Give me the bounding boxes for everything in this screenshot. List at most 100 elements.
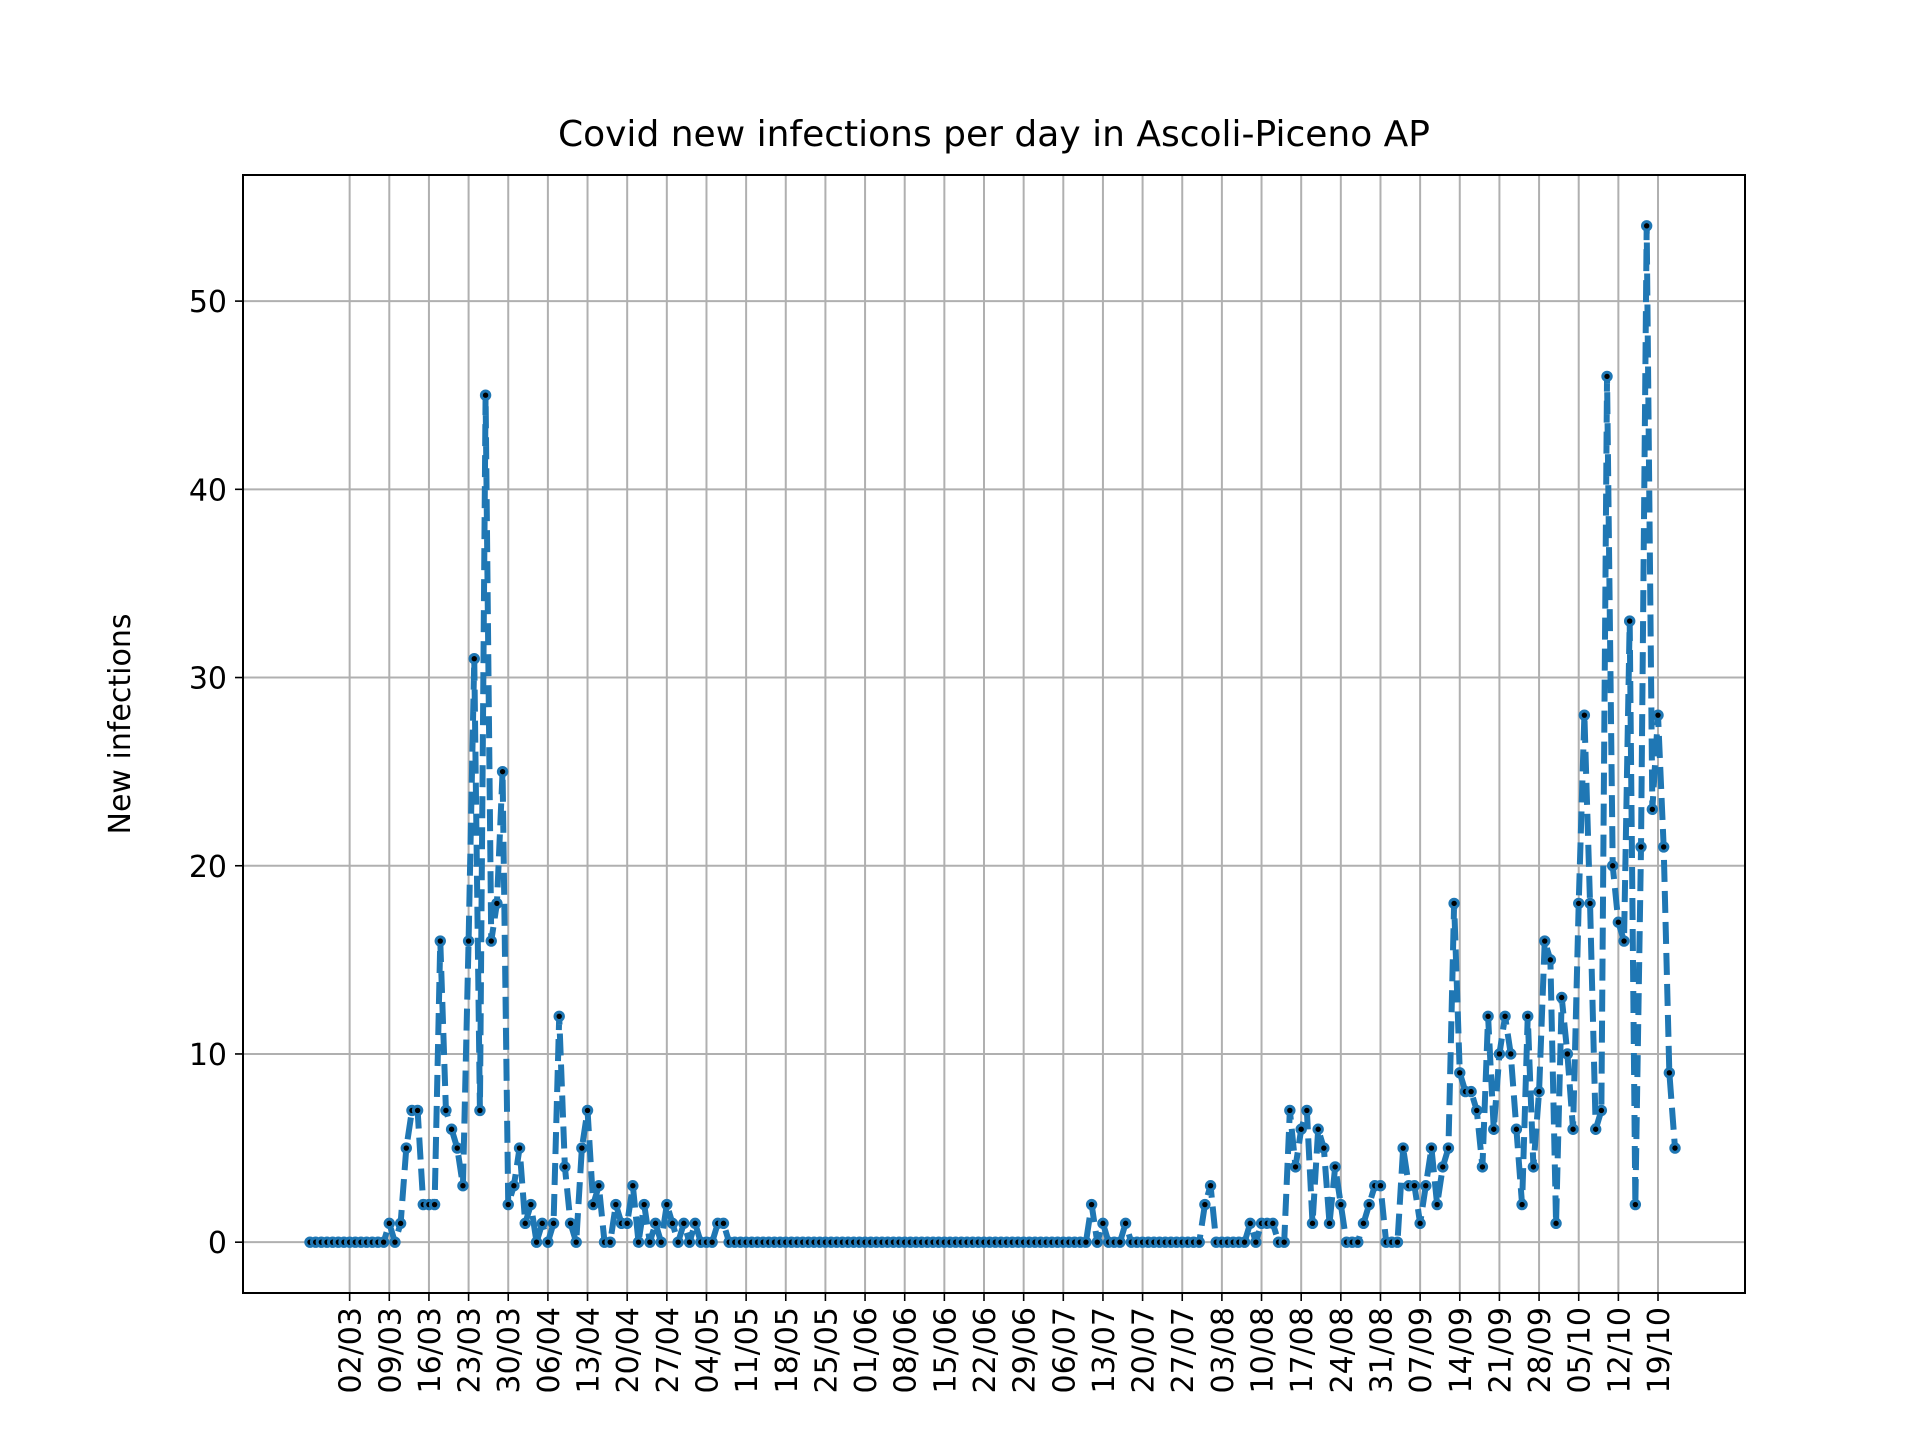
x-tick-label: 06/04 [532,1307,567,1393]
data-point [1442,1142,1455,1154]
data-point [1306,1217,1319,1230]
data-point [1556,991,1568,1004]
data-point [1199,1198,1211,1211]
data-point [1448,897,1460,910]
data-point [1550,1217,1562,1230]
data-point [678,1217,690,1230]
data-point [1573,897,1585,910]
data-point [513,1142,526,1154]
data-point [502,1198,514,1211]
data-point [604,1236,616,1248]
data-point [1420,1180,1432,1192]
data-point [1114,1236,1126,1248]
x-tick-label: 25/05 [809,1307,844,1393]
data-point [1414,1217,1426,1230]
data-point [1323,1217,1336,1230]
data-point [1119,1217,1132,1230]
x-tick-label: 02/03 [334,1307,369,1393]
data-point [587,1198,599,1211]
data-point [1612,916,1625,928]
x-tick-label: 08/06 [889,1307,924,1393]
data-point [1669,1142,1681,1154]
data-points [304,220,1681,1248]
data-point [1267,1217,1279,1230]
data-point [1425,1142,1438,1154]
data-point [462,935,475,947]
data-point [1278,1236,1290,1248]
data-point [570,1236,582,1248]
data-point [1561,1048,1574,1060]
x-tick-label: 15/06 [928,1307,963,1393]
data-point [1437,1161,1449,1173]
data-point [1640,220,1653,232]
data-point [445,1123,458,1135]
data-point [1465,1085,1477,1098]
data-point [1567,1123,1579,1135]
data-point [1397,1142,1409,1154]
data-point [1544,954,1557,966]
data-point [1482,1010,1494,1023]
data-point [1516,1198,1528,1211]
data-point [1510,1123,1523,1135]
data-point [525,1198,537,1211]
data-point [655,1236,667,1248]
data-point [610,1198,622,1211]
x-tick-label: 20/04 [611,1307,646,1393]
data-point [474,1104,486,1117]
x-tick-label: 27/07 [1166,1307,1201,1393]
x-tick-label: 13/04 [572,1307,607,1393]
y-tick-label: 10 [189,1038,227,1073]
data-point [661,1198,673,1211]
data-point [428,1198,441,1211]
data-point [1318,1142,1330,1154]
data-point [1391,1236,1404,1248]
data-point [1618,935,1630,947]
plot-frame [242,174,1746,1294]
grid-lines [243,175,1745,1293]
x-tick-label: 07/09 [1404,1307,1439,1393]
data-point [1499,1010,1511,1023]
x-tick-label: 24/08 [1325,1307,1360,1393]
data-point [536,1217,548,1230]
data-point [547,1217,560,1230]
data-point [1193,1236,1205,1248]
data-point [1493,1048,1506,1060]
x-tick-label: 21/09 [1483,1307,1518,1393]
data-point [1539,935,1551,947]
data-point [1595,1104,1608,1117]
x-tick-label: 29/06 [1008,1307,1043,1393]
data-point [1533,1085,1545,1098]
data-point [717,1217,730,1230]
data-point [1471,1104,1483,1117]
data-point [1357,1217,1370,1230]
data-point [1080,1236,1092,1248]
y-tick-label: 20 [189,850,227,885]
x-tick-label: 06/07 [1047,1307,1082,1393]
data-point [1244,1217,1256,1230]
data-point [1352,1236,1364,1248]
data-point [1584,897,1596,910]
data-point [1289,1161,1302,1173]
data-point [479,389,492,401]
data-point [1329,1161,1341,1173]
x-tick-label: 04/05 [690,1307,725,1393]
x-tick-label: 10/08 [1246,1307,1281,1393]
x-tick-label: 11/05 [730,1307,765,1393]
data-point [519,1217,531,1230]
data-point [553,1010,565,1023]
data-point [1097,1217,1109,1230]
data-point [1646,803,1659,815]
x-tick-label: 28/09 [1523,1307,1558,1393]
data-point [627,1180,639,1192]
data-point [434,935,446,947]
x-tick-label: 19/10 [1642,1307,1677,1393]
data-point [1527,1161,1540,1173]
data-point [485,935,497,947]
data-point [1374,1180,1387,1192]
data-point [1091,1236,1103,1248]
data-point [1204,1180,1217,1192]
data-point [1522,1010,1534,1023]
data-point [1295,1123,1307,1135]
y-tick-label: 0 [208,1226,227,1261]
